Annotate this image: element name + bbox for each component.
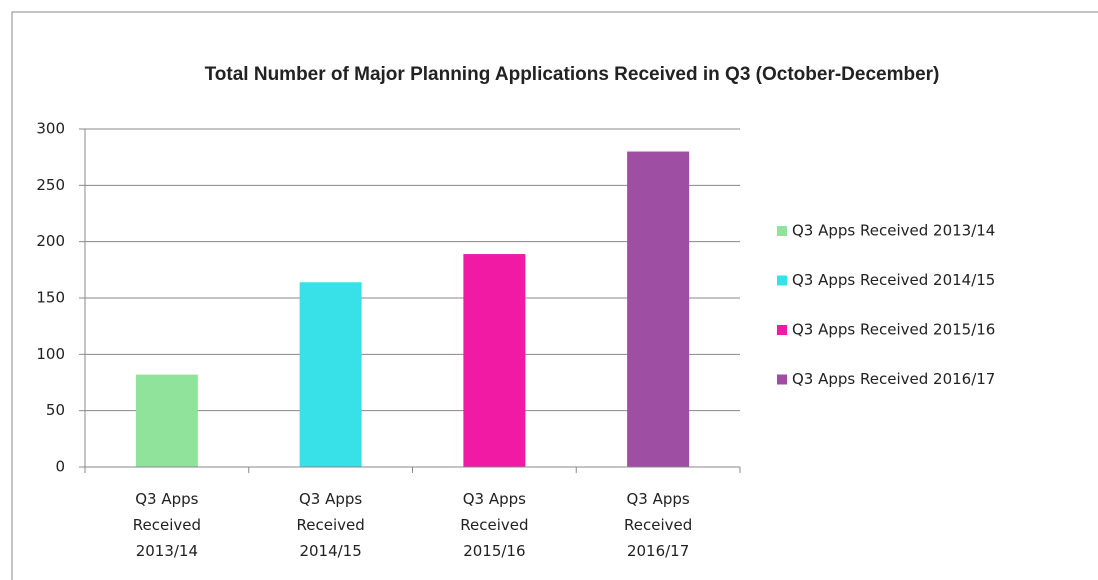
legend-swatch <box>777 275 787 286</box>
x-tick-label-line: Received <box>624 516 692 534</box>
y-tick-label: 100 <box>36 345 65 363</box>
x-tick-label-line: Received <box>297 516 365 534</box>
legend-label: Q3 Apps Received 2015/16 <box>792 321 995 339</box>
x-tick-label: Q3 Apps Received 2016/17 <box>624 490 692 560</box>
legend-swatch <box>777 226 787 236</box>
legend-label: Q3 Apps Received 2016/17 <box>792 370 995 388</box>
legend-label: Q3 Apps Received 2014/15 <box>792 271 995 289</box>
x-tick-label-line: 2016/17 <box>627 542 689 560</box>
x-tick-label-line: 2014/15 <box>299 542 361 560</box>
chart-border <box>11 11 1098 580</box>
y-tick-label: 300 <box>36 120 65 138</box>
y-tick-label: 250 <box>36 176 65 194</box>
x-tick-label-line: Q3 Apps <box>627 490 690 508</box>
bar <box>299 282 362 467</box>
y-tick-label: 0 <box>55 458 65 476</box>
bar <box>627 151 690 468</box>
legend-swatch <box>777 374 787 385</box>
y-tick-label: 50 <box>46 401 65 419</box>
bar <box>135 374 198 467</box>
chart-title: Total Number of Major Planning Applicati… <box>205 64 940 85</box>
x-tick-label-line: Q3 Apps <box>299 490 362 508</box>
legend-swatch <box>777 325 787 335</box>
x-tick-label-line: Q3 Apps <box>463 490 526 508</box>
x-tick-label: Q3 Apps Received 2013/14 <box>133 490 201 560</box>
x-tick-label: Q3 Apps Received 2014/15 <box>297 490 365 560</box>
y-tick-label: 200 <box>36 232 65 250</box>
x-tick-label: Q3 Apps Received 2015/16 <box>460 490 528 560</box>
x-tick-label-line: Received <box>133 516 201 534</box>
bar <box>463 254 526 467</box>
x-tick-label-line: 2013/14 <box>136 542 198 560</box>
y-tick-label: 150 <box>36 289 65 307</box>
x-tick-label-line: Received <box>460 516 528 534</box>
x-tick-label-line: 2015/16 <box>463 542 525 560</box>
x-tick-label-line: Q3 Apps <box>135 490 198 508</box>
legend-label: Q3 Apps Received 2013/14 <box>792 222 995 240</box>
